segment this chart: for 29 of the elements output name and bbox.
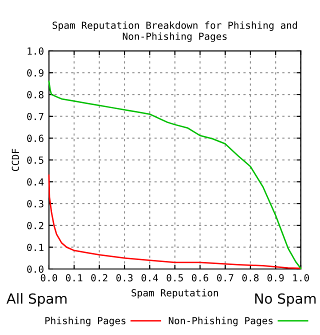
x-axis-title: Spam Reputation [132, 288, 218, 298]
x-tick-label: 0.0 [40, 274, 58, 282]
text: All Spam [6, 293, 67, 307]
y-tick-label: 0.4 [27, 178, 44, 186]
y-tick-label: 0.9 [27, 69, 44, 77]
y-tick-label: 0.1 [27, 244, 44, 252]
x-tick-label: 1.0 [293, 274, 309, 282]
x-tick-label: 0.3 [116, 274, 133, 282]
y-tick-label: 0.6 [27, 134, 44, 142]
y-axis-title: CCDF [12, 148, 20, 172]
chart-title: Spam Reputation Breakdown for Phishing and Non-Phishing Pages [52, 21, 297, 42]
y-tick-label: 0.7 [27, 112, 44, 120]
legend-label: Non-Phishing Pages [168, 316, 273, 326]
x-tick-label: 0.7 [217, 274, 234, 282]
legend-label: Phishing Pages [45, 316, 126, 326]
x-tick-label: 0.4 [142, 274, 158, 282]
x-tick-label: 0.9 [267, 274, 284, 282]
text: No Spam [255, 293, 316, 307]
y-tick-label: 0.3 [27, 200, 44, 208]
y-tick-label: 0.8 [27, 91, 44, 98]
x-tick-label: 0.1 [66, 274, 82, 282]
y-tick-label: 0.2 [27, 222, 44, 230]
x-tick-label: 0.5 [166, 274, 183, 282]
y-tick-label: 0.5 [27, 156, 44, 164]
y-tick-label: 0.0 [27, 266, 44, 273]
y-tick-label: 1.0 [28, 47, 44, 55]
x-tick-label: 0.2 [91, 274, 108, 282]
x-tick-label: 0.6 [192, 274, 208, 282]
x-tick-label: 0.8 [242, 274, 259, 282]
